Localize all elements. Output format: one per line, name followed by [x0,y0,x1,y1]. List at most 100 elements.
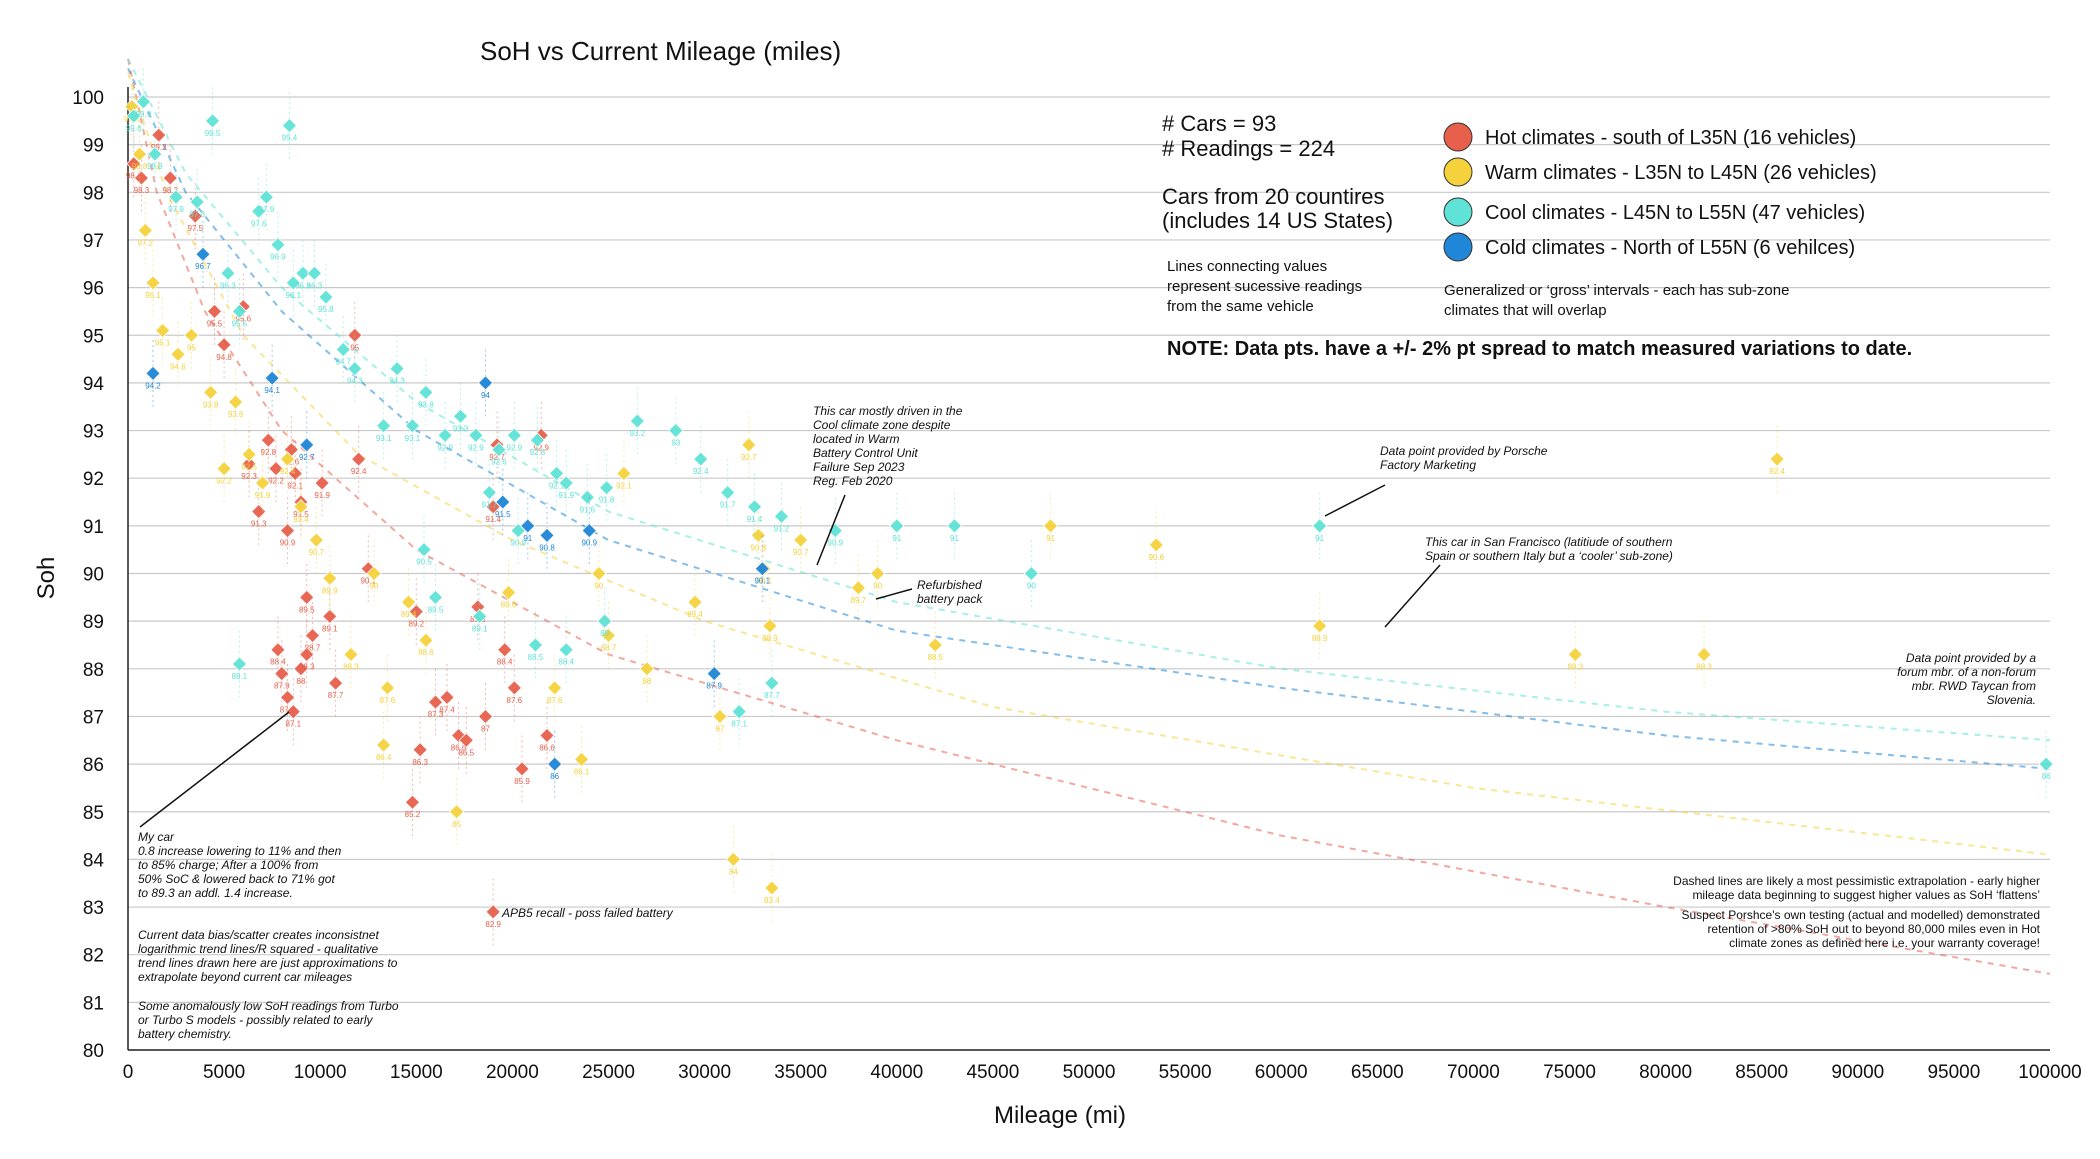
data-point [204,113,221,129]
annotation-line: climate zones as defined here i.e. your … [1729,936,2040,950]
data-point-label: 91 [950,534,959,543]
data-point-label: 92.7 [299,453,315,462]
x-tick-label: 20000 [486,1062,539,1083]
x-tick-label: 65000 [1351,1062,1404,1083]
annotation-line: extrapolate beyond current car mileages [138,970,352,984]
data-point [547,680,563,696]
data-point-label: 97.5 [187,224,203,233]
data-point [335,341,351,358]
data-point-label: 88 [642,677,651,686]
data-point-label: 89.6 [501,601,517,610]
data-point-label: 90.9 [581,539,597,548]
data-point-label: 86.4 [376,753,392,762]
x-tick-label: 10000 [294,1062,347,1083]
data-point [274,665,290,682]
data-point-label: 90 [370,582,379,591]
data-point [481,484,497,501]
data-point-label: 96.1 [286,291,302,300]
data-point [258,189,275,205]
data-point [946,518,963,534]
data-point [137,222,153,239]
generalized-note-1: Generalized or ‘gross’ intervals - each … [1444,282,1789,299]
y-tick-label: 84 [83,850,105,871]
data-point-label: 88.7 [601,643,617,652]
legend-marker [1443,122,1473,152]
data-point [485,904,501,920]
data-point-label: 92.4 [351,467,367,476]
data-point-label: 88.3 [343,663,359,672]
data-point [203,384,219,401]
data-point-label: 98.3 [134,186,150,195]
data-point [427,694,444,710]
data-point [506,680,522,696]
data-point-label: 90 [594,582,603,591]
data-point-label: 93.8 [418,400,434,409]
data-point [764,880,780,896]
legend: Hot climates - south of L35N (16 vehicle… [1443,122,1877,262]
data-point-label: 94.3 [347,377,363,386]
data-point-label: 96.1 [145,291,161,300]
data-point [500,584,517,601]
data-point-label: 88.7 [305,643,321,652]
data-point-label: 92.2 [216,477,232,486]
data-point-label: 86 [2042,772,2051,781]
annotation-line: This car in San Francisco (latitiude of … [1425,535,1673,549]
data-point-label: 89.1 [322,624,338,633]
data-point [506,427,522,443]
x-tick-label: 25000 [582,1062,635,1083]
data-point-label: 93.8 [203,400,219,409]
annotation-line: This car mostly driven in the [813,404,963,418]
data-point-label: 91.7 [482,500,498,509]
data-point-label: 86.1 [574,767,590,776]
data-point-label: 85.9 [514,777,530,786]
data-point [1567,646,1583,663]
data-point-label: 89.4 [401,610,417,619]
data-point-label: 96.3 [307,281,323,290]
data-point-label: 92.8 [530,448,546,457]
data-point [351,451,367,467]
data-point [279,451,296,467]
x-axis-label: Mileage (mi) [994,1102,1126,1129]
data-point-label: 90.7 [793,548,809,557]
data-point-label: 92.9 [437,443,453,452]
y-tick-label: 91 [83,517,104,538]
data-point [251,503,267,520]
data-point-label: 87.1 [731,720,747,729]
x-tick-label: 40000 [870,1062,923,1083]
data-point [170,346,186,362]
data-point [162,170,178,186]
data-point [126,156,142,172]
data-point [598,480,615,496]
data-point [299,437,315,453]
data-point [412,742,428,758]
data-point-label: 95.1 [155,338,171,347]
y-tick-label: 83 [83,898,104,919]
stat-readings: # Readings = 224 [1162,136,1335,161]
data-point-label: 92.4 [693,467,709,476]
data-point [251,203,267,219]
data-point [145,275,161,291]
data-point-label: 91.6 [580,505,596,514]
data-point-label: 92.7 [741,453,757,462]
lines-note-2: represent sucessive readings [1167,278,1362,295]
data-point-label: 90.1 [756,577,772,586]
axes: 80 81 82 83 84 85 86 87 88 89 90 91 92 93 94 95 96 97 98 99… [72,87,2082,1083]
data-point [287,465,303,482]
data-point-label: 99.6 [126,124,142,133]
annotation-pointer [816,494,846,566]
data-point-label: 95.5 [232,319,248,328]
legend-marker [1443,157,1473,187]
data-point-label: 94 [481,391,490,400]
data-point [597,613,613,629]
data-point-label: 92.7 [489,453,505,462]
data-point [629,413,645,429]
data-point [279,522,296,539]
x-tick-label: 5000 [203,1062,245,1083]
annotation-pointer [1324,484,1386,517]
y-tick-label: 99 [83,136,104,157]
y-tick-label: 87 [83,707,104,728]
data-point [147,146,163,162]
y-tick-label: 98 [83,183,104,204]
data-point-label: 98.3 [162,186,178,195]
